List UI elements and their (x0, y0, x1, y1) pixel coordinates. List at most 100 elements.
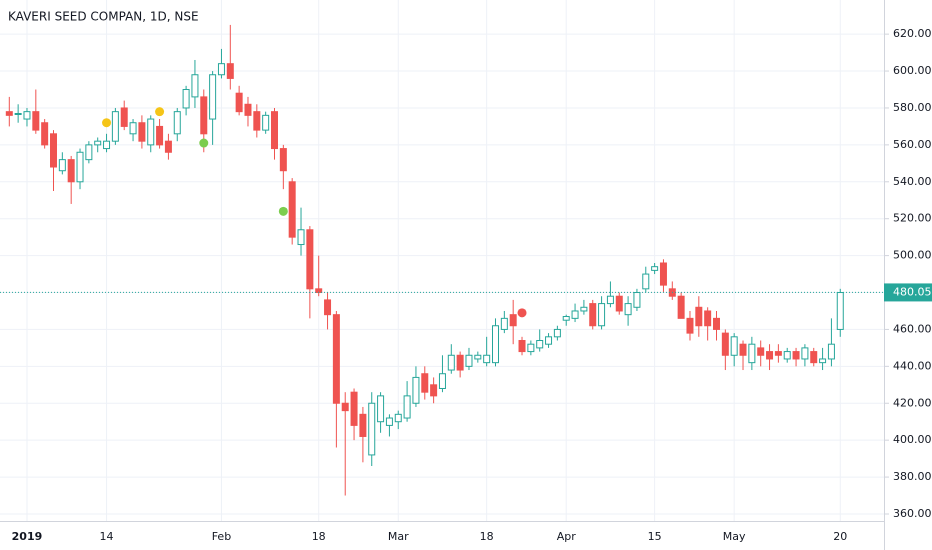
candle-body (518, 340, 526, 353)
candle-body (545, 336, 553, 345)
candle-body (412, 376, 420, 404)
candle-body (279, 148, 287, 172)
candle-body (721, 332, 729, 356)
candle-body (686, 317, 694, 334)
candle-body (624, 303, 632, 316)
candle-body (147, 118, 155, 146)
y-tick-label: 360.00 (893, 507, 932, 520)
candle-body (562, 316, 570, 321)
candle-body (792, 351, 800, 360)
candle-body (271, 111, 278, 150)
candle-body (253, 111, 261, 131)
x-tick-label: 18 (480, 530, 494, 543)
candle-body (492, 325, 499, 364)
candle-body (394, 413, 402, 423)
candle-body (580, 306, 588, 312)
y-tick-label: 440.00 (893, 359, 932, 372)
candle-body (633, 292, 641, 308)
x-tick-label: May (723, 530, 746, 543)
candle-body (288, 181, 296, 238)
candle-body (359, 413, 367, 437)
candle-body (156, 125, 164, 146)
candle-body (730, 336, 738, 356)
candle-body (527, 343, 535, 353)
candle-body (94, 140, 102, 146)
signal-marker (278, 206, 288, 216)
candle-body (819, 358, 827, 364)
candle-body (23, 111, 31, 120)
candle-body (509, 314, 517, 327)
candle-body (421, 373, 429, 393)
last-price-label: 480.05 (893, 285, 932, 298)
candle-body (332, 314, 340, 404)
candle-body (651, 266, 659, 271)
candle-body (827, 343, 835, 360)
candle-body (500, 317, 508, 330)
candle-body (385, 417, 393, 426)
x-tick-label: Feb (212, 530, 231, 543)
candle-body (341, 402, 349, 412)
candle-body (111, 111, 119, 142)
y-tick-label: 400.00 (893, 433, 932, 446)
x-tick-label: 20 (833, 530, 847, 543)
candle-body (120, 107, 128, 127)
candle-body (306, 229, 314, 290)
candle-body (403, 395, 411, 419)
signal-marker (517, 308, 527, 318)
candle-body (801, 347, 809, 360)
candle-body (368, 402, 376, 456)
candle-body (235, 92, 243, 113)
candle-body (704, 310, 712, 327)
candle-body (262, 114, 270, 131)
candle-body (615, 295, 623, 312)
candle-body (209, 74, 217, 120)
candle-body (244, 103, 252, 116)
x-tick-label: Mar (388, 530, 409, 543)
chart-title: KAVERI SEED COMPAN, 1D, NSE (8, 10, 199, 24)
y-tick-label: 380.00 (893, 470, 932, 483)
candle-body (598, 303, 606, 327)
candle-body (164, 140, 172, 153)
candle-body (5, 111, 13, 116)
candle-body (474, 354, 482, 360)
candle-body (129, 122, 137, 135)
candle-body (217, 63, 225, 76)
candle-body (200, 96, 208, 135)
x-tick-label: 15 (648, 530, 662, 543)
candle-body (297, 229, 305, 246)
y-tick-label: 520.00 (893, 212, 932, 225)
signal-marker (102, 118, 112, 128)
candle-body (456, 354, 464, 371)
candle-body (14, 113, 22, 116)
candle-body (350, 391, 358, 426)
candle-body (76, 151, 84, 183)
candle-body (713, 317, 720, 330)
candle-body (836, 292, 844, 330)
candle-body (483, 354, 491, 364)
candle-body (774, 351, 782, 356)
candle-body (783, 351, 791, 360)
candle-body (103, 140, 111, 150)
y-tick-label: 460.00 (893, 322, 932, 335)
candle-body (589, 303, 597, 327)
y-tick-label: 540.00 (893, 175, 932, 188)
candle-body (85, 144, 93, 161)
candle-body (571, 310, 579, 319)
candle-body (757, 347, 765, 356)
candle-body (766, 351, 774, 360)
candle-body (58, 159, 66, 172)
candle-body (32, 111, 40, 131)
y-tick-label: 620.00 (893, 27, 932, 40)
candle-body (447, 354, 455, 371)
candle-body (642, 273, 650, 290)
candle-body (191, 74, 199, 98)
x-tick-label: Apr (557, 530, 577, 543)
candle-body (465, 354, 473, 367)
candle-body (41, 122, 49, 146)
y-tick-label: 500.00 (893, 249, 932, 262)
candle-body (182, 89, 190, 109)
candle-body (739, 343, 747, 356)
candle-body (695, 306, 703, 327)
